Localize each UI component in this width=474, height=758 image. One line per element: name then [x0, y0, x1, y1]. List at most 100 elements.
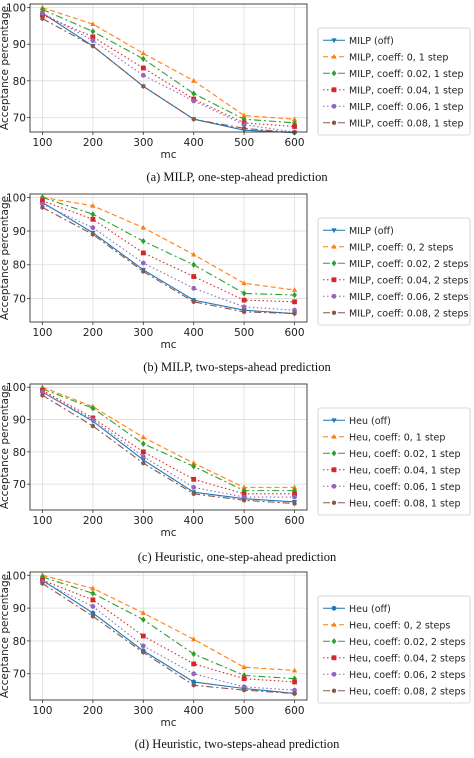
y-tick-label: 100 [6, 3, 26, 15]
series-point-1 [140, 434, 146, 440]
series-point-3 [191, 661, 197, 667]
legend-label-5: MILP, coeff: 0.08, 1 step [349, 118, 464, 129]
legend-label-0: MILP (off) [349, 36, 394, 47]
x-axis-label: mc [160, 149, 176, 161]
y-axis-label: Acceptance percentage [0, 196, 11, 320]
legend-marker-3 [331, 87, 337, 93]
series-point-5 [292, 311, 297, 316]
series-point-2 [191, 261, 197, 268]
chart-svg-a: 100 200 300 400 500 600 70 80 90 100 mc Acceptance … [0, 3, 471, 161]
legend-box [317, 27, 471, 136]
series-line-0 [42, 201, 295, 315]
series-line-3 [42, 579, 295, 683]
legend-label-1: MILP, coeff: 0, 1 step [349, 52, 448, 63]
series-point-1 [241, 484, 247, 490]
legend-marker-4 [331, 483, 337, 489]
series-line-1 [42, 386, 295, 488]
series-point-2 [90, 590, 96, 597]
series-point-4 [191, 671, 197, 677]
series-point-2 [241, 672, 247, 679]
series-point-5 [242, 687, 247, 693]
legend-label-0: Heu (off) [349, 416, 391, 427]
series-point-4 [140, 72, 146, 78]
series-point-4 [191, 285, 197, 291]
series-point-5 [90, 232, 95, 237]
series-point-3 [241, 676, 247, 682]
series-line-2 [42, 8, 295, 124]
x-tick-label: 600 [285, 515, 305, 527]
legend-label-3: MILP, coeff: 0.04, 2 steps [349, 275, 469, 286]
x-tick-label: 200 [83, 137, 103, 149]
y-tick-label: 80 [13, 636, 26, 648]
chart-panel-d: 100 200 300 400 500 600 70 80 90 100 mc Acceptance … [0, 568, 474, 758]
series-point-5 [242, 497, 247, 503]
series-point-5 [40, 205, 45, 210]
legend-marker-1 [331, 621, 337, 627]
y-tick-label: 100 [6, 192, 26, 204]
legend-label-0: MILP (off) [349, 226, 394, 237]
series-point-5 [242, 309, 247, 315]
series-point-5 [191, 682, 196, 688]
series-line-5 [42, 394, 295, 505]
series-point-2 [90, 28, 96, 35]
series-line-4 [42, 581, 295, 691]
legend-label-3: Heu, coeff: 0.04, 1 step [349, 465, 461, 476]
series-3 [40, 198, 297, 305]
legend-label-2: Heu, coeff: 0.02, 2 steps [349, 637, 465, 648]
chart-svg-c: 100 200 300 400 500 600 70 80 90 100 mc Acceptance … [0, 382, 471, 539]
series-point-3 [140, 633, 146, 639]
series-line-5 [42, 206, 295, 315]
plot-area [30, 384, 307, 510]
legend-marker-3 [331, 467, 337, 473]
series-point-3 [241, 491, 247, 497]
series-point-5 [242, 125, 247, 131]
series-point-1 [191, 77, 197, 83]
series-5 [40, 392, 297, 506]
series-point-2 [140, 55, 146, 62]
series-4 [40, 201, 297, 313]
legend-label-5: Heu, coeff: 0.08, 1 step [349, 498, 461, 509]
legend-box [317, 217, 471, 326]
series-line-4 [42, 203, 295, 311]
series-point-3 [292, 299, 297, 305]
legend-marker-4 [331, 103, 337, 109]
legend-label-4: MILP, coeff: 0.06, 2 steps [349, 292, 469, 303]
plot-frame [29, 3, 308, 133]
series-point-3 [40, 198, 45, 204]
series-point-2 [191, 650, 197, 658]
series-point-2 [241, 290, 247, 297]
series-point-1 [291, 287, 298, 292]
x-tick-label: 300 [133, 327, 153, 339]
series-point-5 [40, 16, 45, 22]
legend-label-1: MILP, coeff: 0, 2 steps [349, 242, 453, 253]
plot-frame [29, 571, 308, 701]
legend-marker-2 [331, 450, 337, 457]
x-axis-label: mc [160, 339, 176, 351]
x-tick-label: 200 [83, 515, 103, 527]
series-point-2 [140, 440, 146, 447]
x-tick-label: 200 [83, 705, 103, 717]
series-point-3 [90, 216, 96, 222]
chart-svg-d: 100 200 300 400 500 600 70 80 90 100 mc Acceptance … [0, 570, 471, 729]
x-tick-label: 300 [133, 515, 153, 527]
x-tick-label: 300 [133, 705, 153, 717]
series-line-1 [42, 7, 295, 120]
legend-marker-1 [331, 433, 337, 439]
series-point-3 [292, 491, 297, 497]
chart-caption-b: (b) MILP, two-steps-ahead prediction [143, 360, 331, 374]
series-point-0 [140, 458, 146, 463]
series-point-3 [292, 679, 297, 685]
series-line-1 [42, 574, 295, 672]
series-point-1 [90, 585, 96, 591]
legend-marker-5 [331, 500, 337, 506]
legend-label-5: Heu, coeff: 0.08, 2 steps [349, 686, 465, 697]
x-tick-label: 500 [234, 327, 254, 339]
series-point-2 [90, 211, 96, 218]
legend-marker-1 [331, 53, 337, 59]
series-point-1 [140, 224, 146, 230]
legend-label-4: Heu, coeff: 0.06, 2 steps [349, 670, 465, 681]
series-point-5 [40, 392, 45, 398]
series-point-5 [141, 650, 146, 655]
series-point-5 [292, 501, 297, 506]
legend-marker-0 [331, 605, 337, 611]
